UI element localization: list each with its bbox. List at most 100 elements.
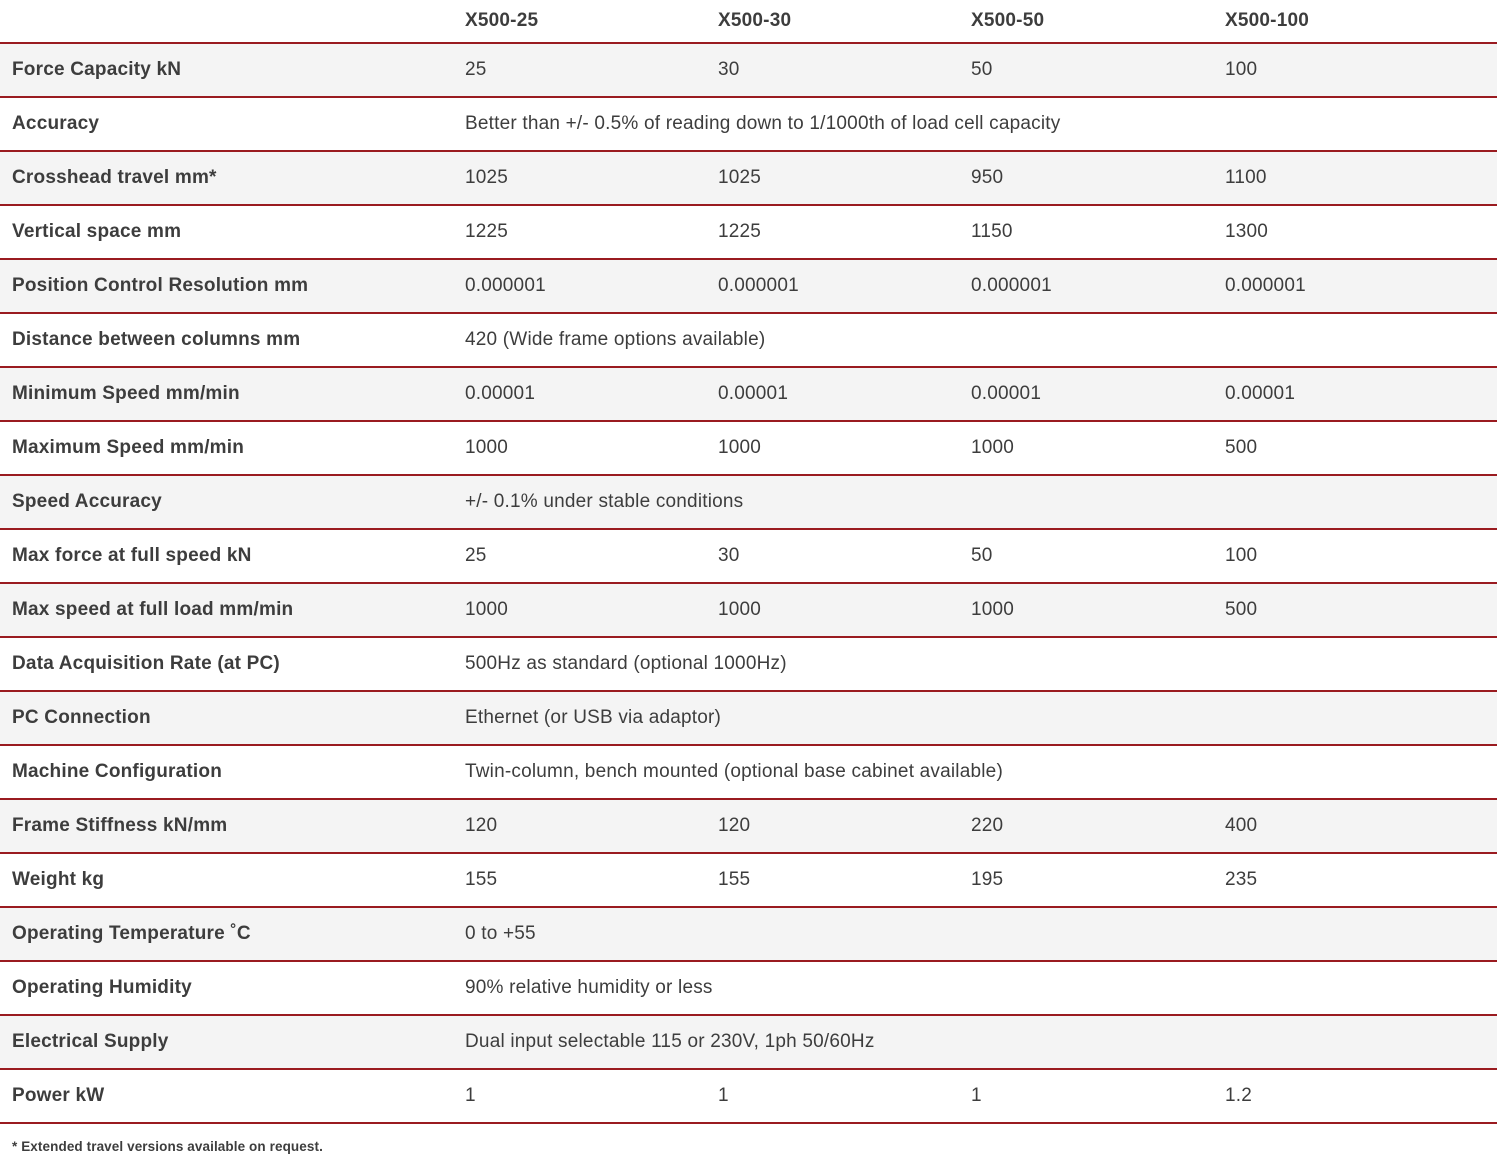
- table-row: Crosshead travel mm* 1025 1025 950 1100: [0, 152, 1497, 206]
- cell-value: 0.00001: [465, 382, 536, 404]
- row-span-value: Twin-column, bench mounted (optional bas…: [465, 760, 1003, 782]
- cell-value: 1000: [971, 598, 1015, 620]
- table-row: Maximum Speed mm/min 1000 1000 1000 500: [0, 422, 1497, 476]
- row-label: Accuracy: [12, 112, 100, 134]
- cell-value: 1: [718, 1084, 729, 1106]
- column-header-x500-25: X500-25: [465, 9, 539, 31]
- cell-value: 30: [718, 58, 740, 80]
- row-span-value: 420 (Wide frame options available): [465, 328, 766, 350]
- table-row: Data Acquisition Rate (at PC) 500Hz as st…: [0, 638, 1497, 692]
- cell-value: 25: [465, 58, 487, 80]
- cell-value: 1000: [465, 598, 509, 620]
- table-header-row: X500-25 X500-30 X500-50 X500-100: [0, 0, 1497, 44]
- table-row: PC Connection Ethernet (or USB via adapto…: [0, 692, 1497, 746]
- table-row: Operating Humidity 90% relative humidity …: [0, 962, 1497, 1016]
- table-row: Max force at full speed kN 25 30 50 100: [0, 530, 1497, 584]
- row-label: Position Control Resolution mm: [12, 274, 309, 296]
- cell-value: 100: [1225, 544, 1258, 566]
- table-row: Power kW 1 1 1 1.2: [0, 1070, 1497, 1124]
- cell-value: 1225: [718, 220, 762, 242]
- column-header-x500-50: X500-50: [971, 9, 1045, 31]
- table-row: Distance between columns mm 420 (Wide fra…: [0, 314, 1497, 368]
- row-label: Maximum Speed mm/min: [12, 436, 245, 458]
- cell-value: 25: [465, 544, 487, 566]
- row-label: PC Connection: [12, 706, 151, 728]
- row-span-value: Dual input selectable 115 or 230V, 1ph 5…: [465, 1030, 875, 1052]
- cell-value: 1000: [971, 436, 1015, 458]
- row-label: Speed Accuracy: [12, 490, 162, 512]
- row-label: Power kW: [12, 1084, 105, 1106]
- row-label: Frame Stiffness kN/mm: [12, 814, 228, 836]
- row-span-value: 90% relative humidity or less: [465, 976, 713, 998]
- cell-value: 0.000001: [465, 274, 546, 296]
- cell-value: 0.000001: [971, 274, 1052, 296]
- cell-value: 220: [971, 814, 1004, 836]
- row-label: Machine Configuration: [12, 760, 223, 782]
- cell-value: 500: [1225, 598, 1258, 620]
- table-row: Max speed at full load mm/min 1000 1000 100…: [0, 584, 1497, 638]
- cell-value: 50: [971, 58, 993, 80]
- table-row: Frame Stiffness kN/mm 120 120 220 400: [0, 800, 1497, 854]
- row-span-value: 500Hz as standard (optional 1000Hz): [465, 652, 787, 674]
- row-label: Force Capacity kN: [12, 58, 182, 80]
- row-span-value: +/- 0.1% under stable conditions: [465, 490, 744, 512]
- cell-value: 1025: [465, 166, 509, 188]
- cell-value: 1150: [971, 220, 1013, 242]
- row-span-value: Ethernet (or USB via adaptor): [465, 706, 722, 728]
- cell-value: 235: [1225, 868, 1258, 890]
- row-label: Operating Temperature ˚C: [12, 922, 251, 944]
- cell-value: 195: [971, 868, 1004, 890]
- row-span-value: 0 to +55: [465, 922, 536, 944]
- table-row: Accuracy Better than +/- 0.5% of reading …: [0, 98, 1497, 152]
- cell-value: 1300: [1225, 220, 1269, 242]
- cell-value: 1025: [718, 166, 762, 188]
- cell-value: 400: [1225, 814, 1258, 836]
- cell-value: 1225: [465, 220, 509, 242]
- table-row: Operating Temperature ˚C 0 to +55: [0, 908, 1497, 962]
- row-label: Max force at full speed kN: [12, 544, 252, 566]
- cell-value: 0.00001: [971, 382, 1042, 404]
- cell-value: 950: [971, 166, 1004, 188]
- cell-value: 0.000001: [1225, 274, 1306, 296]
- cell-value: 1: [971, 1084, 982, 1106]
- cell-value: 120: [465, 814, 498, 836]
- cell-value: 1000: [718, 436, 762, 458]
- row-label: Distance between columns mm: [12, 328, 301, 350]
- cell-value: 1100: [1225, 166, 1267, 188]
- table-row: Vertical space mm 1225 1225 1150 1300: [0, 206, 1497, 260]
- table-row: Machine Configuration Twin-column, bench …: [0, 746, 1497, 800]
- cell-value: 155: [465, 868, 498, 890]
- row-label: Max speed at full load mm/min: [12, 598, 294, 620]
- table-body: Force Capacity kN 25 30 50 100 Accuracy Better…: [0, 44, 1497, 1124]
- row-span-value: Better than +/- 0.5% of reading down to …: [465, 112, 1061, 134]
- cell-value: 1000: [465, 436, 509, 458]
- row-label: Operating Humidity: [12, 976, 192, 998]
- cell-value: 120: [718, 814, 751, 836]
- row-label: Weight kg: [12, 868, 105, 890]
- column-header-x500-30: X500-30: [718, 9, 792, 31]
- table-row: Position Control Resolution mm 0.000001 0.…: [0, 260, 1497, 314]
- table-row: Force Capacity kN 25 30 50 100: [0, 44, 1497, 98]
- row-label: Minimum Speed mm/min: [12, 382, 240, 404]
- column-header-x500-100: X500-100: [1225, 9, 1310, 31]
- cell-value: 155: [718, 868, 751, 890]
- cell-value: 1: [465, 1084, 476, 1106]
- row-label: Vertical space mm: [12, 220, 182, 242]
- table-row: Speed Accuracy +/- 0.1% under stable cond…: [0, 476, 1497, 530]
- cell-value: 0.00001: [718, 382, 789, 404]
- row-label: Crosshead travel mm*: [12, 166, 217, 188]
- cell-value: 100: [1225, 58, 1258, 80]
- cell-value: 1000: [718, 598, 762, 620]
- cell-value: 0.00001: [1225, 382, 1296, 404]
- cell-value: 500: [1225, 436, 1258, 458]
- row-label: Data Acquisition Rate (at PC): [12, 652, 280, 674]
- footnote: * Extended travel versions available on …: [12, 1139, 323, 1154]
- table-row: Electrical Supply Dual input selectable 1…: [0, 1016, 1497, 1070]
- cell-value: 50: [971, 544, 993, 566]
- table-row: Weight kg 155 155 195 235: [0, 854, 1497, 908]
- cell-value: 0.000001: [718, 274, 799, 296]
- cell-value: 30: [718, 544, 740, 566]
- table-row: Minimum Speed mm/min 0.00001 0.00001 0.0000…: [0, 368, 1497, 422]
- cell-value: 1.2: [1225, 1084, 1253, 1106]
